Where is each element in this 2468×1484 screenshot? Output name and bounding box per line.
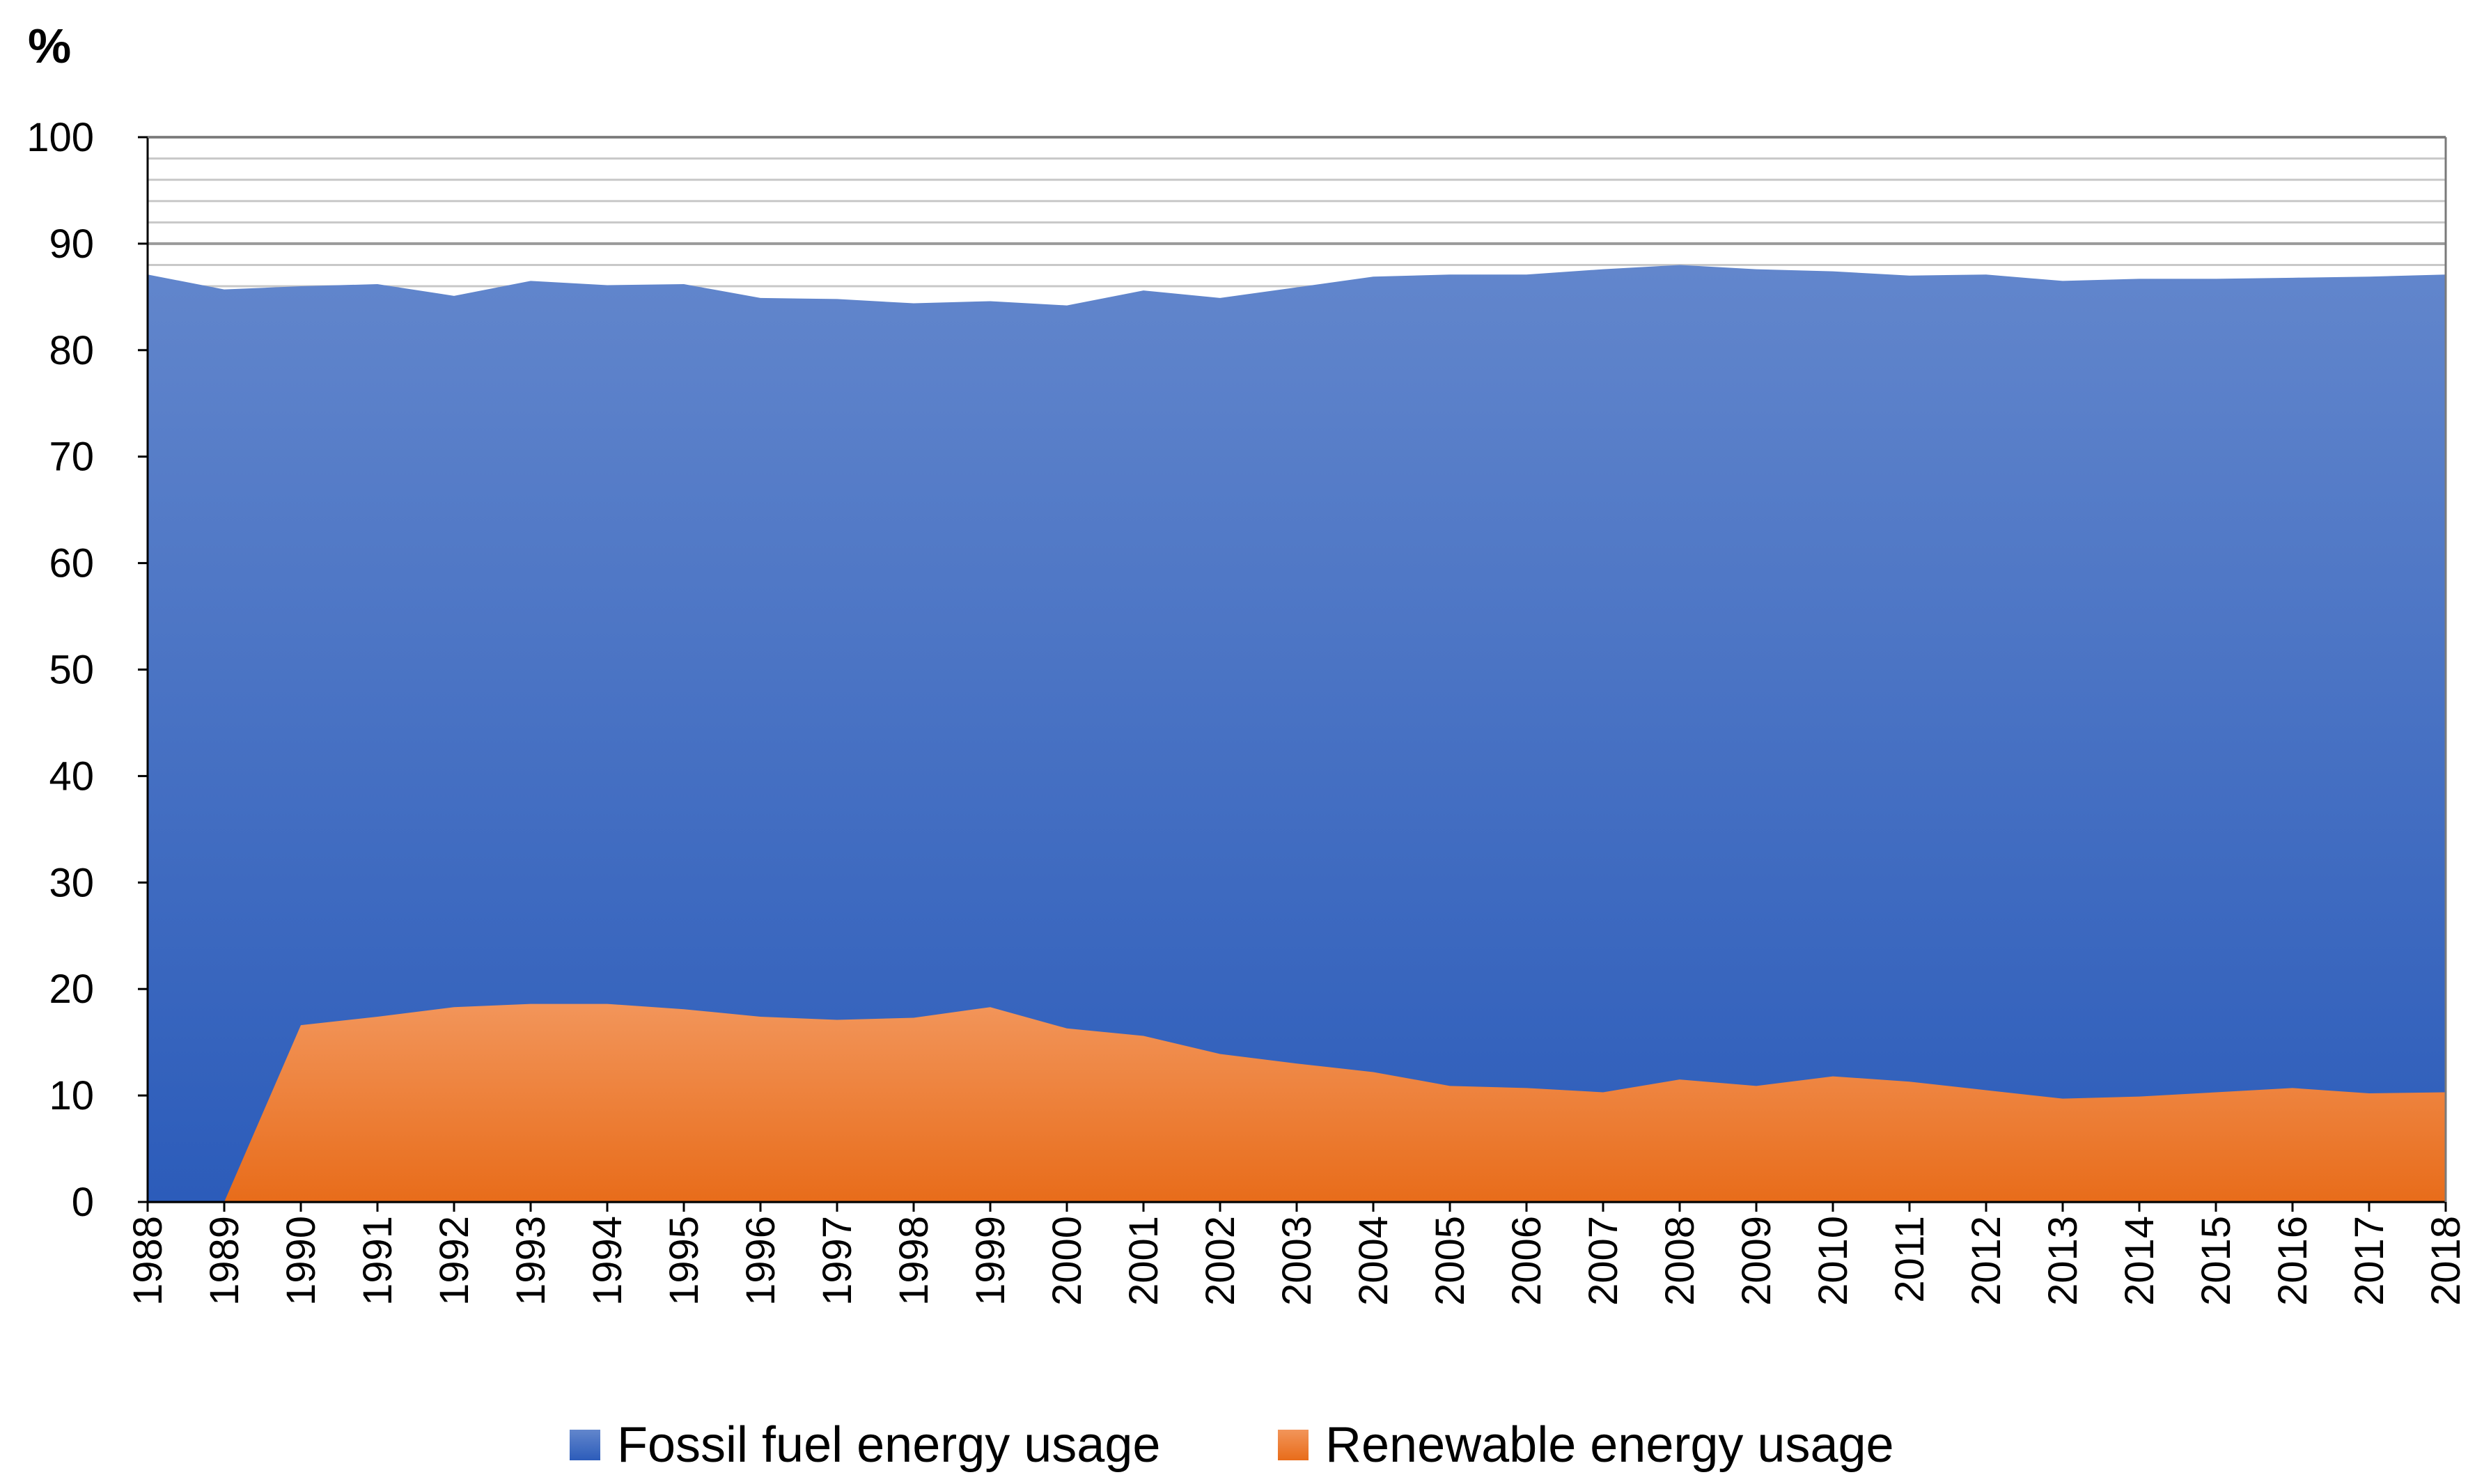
legend-renewable-swatch xyxy=(1278,1430,1309,1460)
x-tick-label: 1988 xyxy=(125,1216,171,1306)
legend-fossil-swatch xyxy=(570,1430,600,1460)
legend-label: Renewable energy usage xyxy=(1325,1417,1894,1473)
x-tick-label: 1990 xyxy=(279,1216,324,1306)
fossil-fuel-area xyxy=(148,265,2446,1203)
x-tick-label: 1999 xyxy=(968,1216,1013,1306)
x-tick-label: 1997 xyxy=(815,1216,860,1306)
x-tick-label: 2012 xyxy=(1964,1216,2009,1306)
series-areas xyxy=(148,265,2446,1203)
axes: 0 10 20 30 40 50 60 70 80 90 100 1988 1989 1990 1991 19… xyxy=(26,115,2468,1306)
legend: Fossil fuel energy usage Renewable energy… xyxy=(570,1417,1894,1473)
x-tick-label: 2016 xyxy=(2270,1216,2315,1306)
x-tick-label: 2004 xyxy=(1351,1216,1396,1306)
y-tick-label: 50 xyxy=(49,648,94,693)
x-tick-label: 2001 xyxy=(1121,1216,1166,1306)
legend-label: Fossil fuel energy usage xyxy=(617,1417,1160,1473)
x-tick-label: 2008 xyxy=(1657,1216,1703,1306)
y-tick-label: 0 xyxy=(72,1180,94,1225)
y-tick-label: 40 xyxy=(49,753,94,799)
x-tick-label: 2017 xyxy=(2347,1216,2392,1306)
x-tick-label: 2018 xyxy=(2423,1216,2468,1306)
x-tick-label: 1996 xyxy=(738,1216,783,1306)
y-tick-label: 100 xyxy=(26,115,94,160)
x-tick-label: 1992 xyxy=(432,1216,477,1306)
x-tick-label: 2005 xyxy=(1428,1216,1473,1306)
x-tick-label: 1991 xyxy=(355,1216,400,1306)
x-tick-label: 2010 xyxy=(1811,1216,1856,1306)
y-tick-label: 80 xyxy=(49,328,94,373)
x-tick-label: 1989 xyxy=(202,1216,247,1306)
x-tick-label: 1995 xyxy=(662,1216,707,1306)
x-tick-label: 1993 xyxy=(508,1216,554,1306)
y-tick-label: 70 xyxy=(49,435,94,480)
x-tick-label: 2015 xyxy=(2194,1216,2239,1306)
x-tick-label: 2013 xyxy=(2040,1216,2086,1306)
x-tick-label: 1998 xyxy=(891,1216,937,1306)
y-tick-label: 90 xyxy=(49,221,94,267)
y-tick-label: 20 xyxy=(49,967,94,1012)
x-tick-label: 2011 xyxy=(1887,1216,1932,1303)
renewable-area xyxy=(148,1003,2446,1202)
y-tick-label: 10 xyxy=(49,1073,94,1118)
x-tick-label: 2007 xyxy=(1581,1216,1626,1306)
x-tick-label: 2006 xyxy=(1504,1216,1549,1306)
x-tick-label: 2003 xyxy=(1274,1216,1320,1306)
y-axis-unit-label: % xyxy=(28,19,71,73)
x-tick-label: 2000 xyxy=(1045,1216,1090,1306)
x-tick-label: 2009 xyxy=(1734,1216,1779,1306)
x-tick-label: 1994 xyxy=(585,1216,630,1306)
y-tick-label: 30 xyxy=(49,860,94,905)
y-tick-label: 60 xyxy=(49,541,94,586)
x-tick-label: 2002 xyxy=(1198,1216,1243,1306)
x-tick-label: 2014 xyxy=(2117,1216,2162,1306)
